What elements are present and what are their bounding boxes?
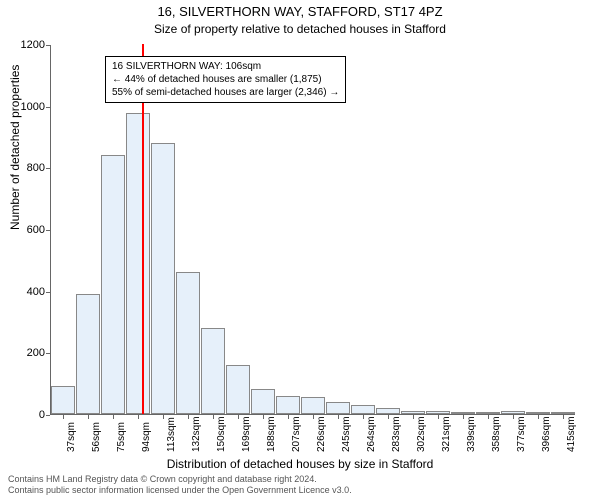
x-tick-label: 132sqm [191, 416, 202, 452]
y-tick-label: 600 [5, 224, 45, 236]
y-tick-mark [46, 230, 50, 231]
y-tick-mark [46, 45, 50, 46]
x-tick-mark [263, 415, 264, 419]
x-tick-mark [163, 415, 164, 419]
y-tick-label: 1200 [5, 39, 45, 51]
histogram-bar [201, 328, 225, 414]
y-tick-label: 200 [5, 347, 45, 359]
histogram-bar [376, 408, 400, 414]
x-tick-mark [238, 415, 239, 419]
x-tick-mark [313, 415, 314, 419]
footer-attribution: Contains HM Land Registry data © Crown c… [8, 474, 352, 496]
x-tick-label: 150sqm [216, 416, 227, 452]
footer-line-1: Contains HM Land Registry data © Crown c… [8, 474, 352, 485]
x-tick-label: 226sqm [316, 416, 327, 452]
x-tick-label: 339sqm [466, 416, 477, 452]
x-tick-label: 75sqm [116, 422, 127, 452]
x-tick-mark [113, 415, 114, 419]
x-tick-mark [563, 415, 564, 419]
histogram-bar [326, 402, 350, 414]
annotation-box: 16 SILVERTHORN WAY: 106sqm ← 44% of deta… [105, 56, 346, 103]
histogram-bar [426, 411, 450, 414]
x-tick-mark [188, 415, 189, 419]
x-tick-label: 94sqm [141, 422, 152, 452]
histogram-bar [476, 412, 500, 414]
y-tick-mark [46, 415, 50, 416]
annotation-line-2: ← 44% of detached houses are smaller (1,… [112, 73, 339, 86]
x-tick-mark [463, 415, 464, 419]
y-tick-mark [46, 353, 50, 354]
x-tick-mark [488, 415, 489, 419]
x-tick-mark [413, 415, 414, 419]
chart-title-sub: Size of property relative to detached ho… [0, 22, 600, 36]
annotation-line-3: 55% of semi-detached houses are larger (… [112, 86, 339, 99]
chart-container: 16, SILVERTHORN WAY, STAFFORD, ST17 4PZ … [0, 0, 600, 500]
x-tick-mark [513, 415, 514, 419]
y-tick-mark [46, 292, 50, 293]
x-tick-mark [438, 415, 439, 419]
histogram-bar [226, 365, 250, 414]
footer-line-2: Contains public sector information licen… [8, 485, 352, 496]
x-tick-label: 415sqm [566, 416, 577, 452]
x-tick-label: 264sqm [366, 416, 377, 452]
histogram-bar [451, 412, 475, 414]
x-tick-label: 113sqm [166, 417, 177, 452]
y-tick-label: 0 [5, 409, 45, 421]
histogram-bar [101, 155, 125, 414]
histogram-bar [276, 396, 300, 415]
histogram-bar [251, 389, 275, 414]
x-tick-label: 321sqm [441, 416, 452, 452]
x-tick-mark [138, 415, 139, 419]
x-tick-label: 358sqm [491, 416, 502, 452]
x-tick-label: 207sqm [291, 416, 302, 452]
histogram-bar [126, 113, 150, 414]
annotation-line-1: 16 SILVERTHORN WAY: 106sqm [112, 60, 339, 73]
histogram-bar [301, 397, 325, 414]
x-tick-mark [88, 415, 89, 419]
x-tick-label: 188sqm [266, 416, 277, 452]
x-tick-mark [338, 415, 339, 419]
y-axis-label: Number of detached properties [8, 65, 22, 230]
histogram-bar [76, 294, 100, 414]
x-tick-mark [388, 415, 389, 419]
x-tick-mark [288, 415, 289, 419]
x-tick-label: 283sqm [391, 416, 402, 452]
y-tick-label: 400 [5, 286, 45, 298]
histogram-bar [151, 143, 175, 414]
x-tick-label: 169sqm [241, 416, 252, 452]
x-tick-label: 302sqm [416, 416, 427, 452]
x-tick-mark [363, 415, 364, 419]
histogram-bar [401, 411, 425, 414]
x-tick-label: 56sqm [91, 422, 102, 452]
x-tick-mark [538, 415, 539, 419]
y-tick-mark [46, 107, 50, 108]
histogram-bar [551, 412, 575, 414]
histogram-bar [501, 411, 525, 414]
histogram-bar [51, 386, 75, 414]
histogram-bar [176, 272, 200, 414]
x-axis-label: Distribution of detached houses by size … [0, 457, 600, 471]
y-tick-mark [46, 168, 50, 169]
histogram-bar [351, 405, 375, 414]
x-tick-label: 396sqm [541, 416, 552, 452]
y-tick-label: 1000 [5, 101, 45, 113]
x-tick-label: 245sqm [341, 416, 352, 452]
x-tick-label: 37sqm [66, 422, 77, 452]
y-tick-label: 800 [5, 162, 45, 174]
histogram-bar [526, 412, 550, 414]
x-tick-label: 377sqm [516, 416, 527, 452]
x-tick-mark [63, 415, 64, 419]
chart-title-main: 16, SILVERTHORN WAY, STAFFORD, ST17 4PZ [0, 4, 600, 19]
x-tick-mark [213, 415, 214, 419]
